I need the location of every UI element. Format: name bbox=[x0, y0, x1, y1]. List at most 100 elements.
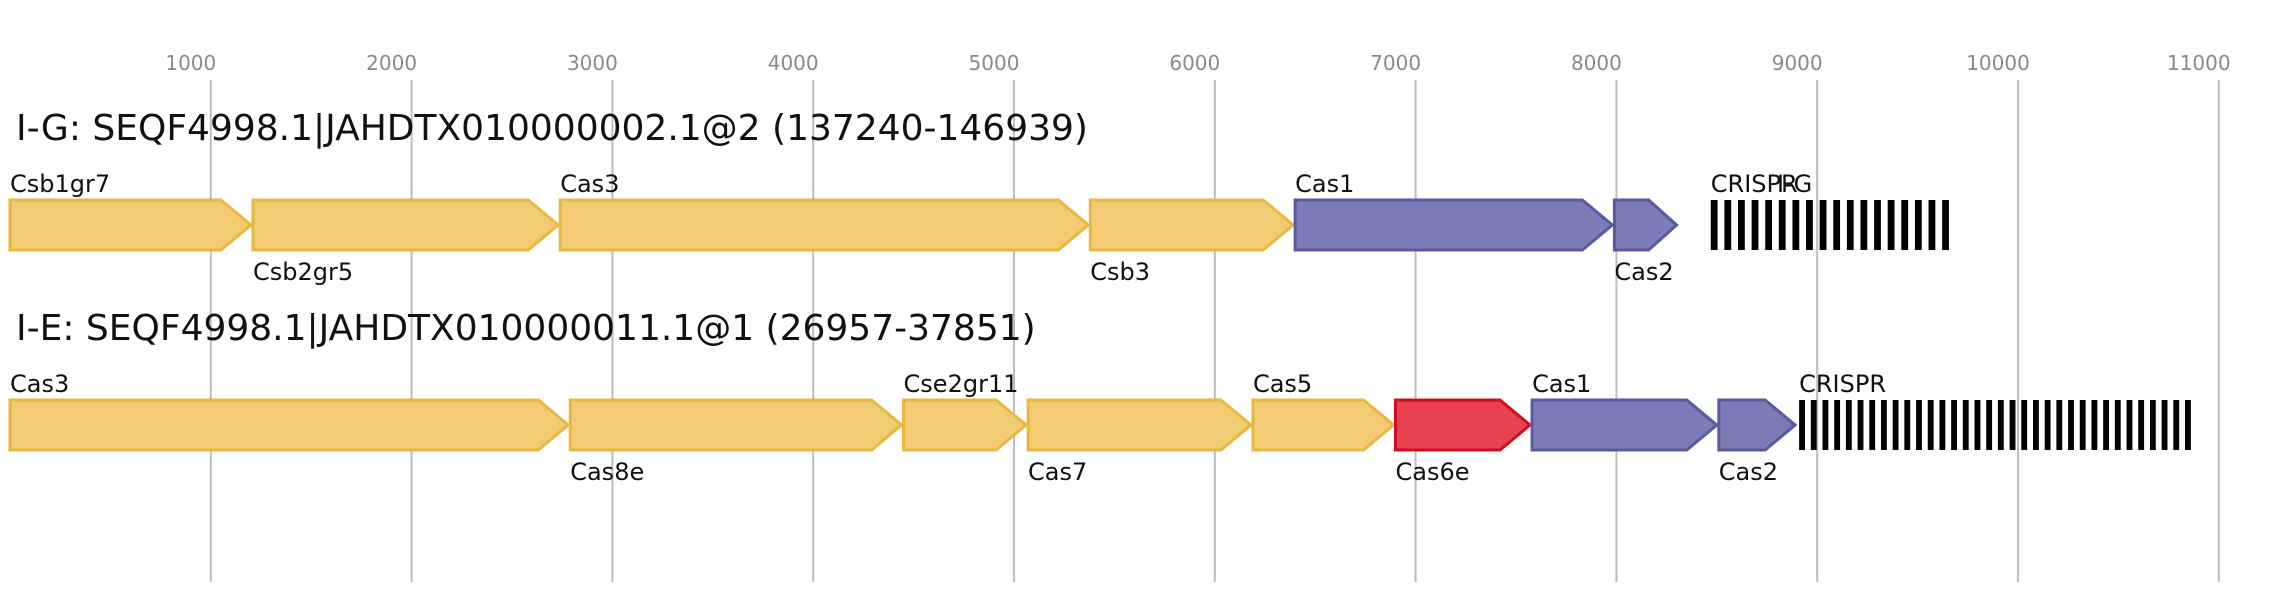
gene-label: Cas3 bbox=[10, 370, 69, 398]
gene-arrow bbox=[251, 198, 561, 252]
crispr-repeat bbox=[1822, 400, 1829, 450]
gene-arrow bbox=[1251, 398, 1396, 452]
crispr-repeat bbox=[1974, 400, 1981, 450]
crispr-repeat bbox=[1857, 400, 1864, 450]
crispr-repeat bbox=[1710, 200, 1718, 250]
grid-lines bbox=[209, 80, 2220, 582]
track: I-E: SEQF4998.1|JAHDTX010000011.1@1 (269… bbox=[8, 308, 2191, 486]
crispr-repeat bbox=[1751, 200, 1759, 250]
crispr-repeat bbox=[1927, 400, 1934, 450]
gene-label: Cas1 bbox=[1532, 370, 1591, 398]
crispr-repeat bbox=[1810, 400, 1817, 450]
crispr-repeat bbox=[1942, 200, 1949, 250]
gene-arrow bbox=[902, 398, 1029, 452]
gene-label: Cas2 bbox=[1614, 258, 1673, 286]
crispr-repeat bbox=[2091, 400, 2098, 450]
crispr-repeat bbox=[1792, 200, 1800, 250]
crispr-repeat bbox=[2068, 400, 2074, 450]
gene-label: Cas6e bbox=[1396, 458, 1470, 486]
gene-label: Cas5 bbox=[1253, 370, 1312, 398]
gene-label: Cas7 bbox=[1028, 458, 1087, 486]
crispr-repeat bbox=[1928, 200, 1936, 250]
track: I-G: SEQF4998.1|JAHDTX010000002.1@2 (137… bbox=[8, 108, 1949, 286]
crispr-repeat bbox=[1765, 200, 1773, 250]
crispr-repeat bbox=[1939, 400, 1946, 450]
crispr-repeat bbox=[1869, 400, 1876, 450]
tick-label: 6000 bbox=[1169, 51, 1220, 75]
tick-label: 7000 bbox=[1370, 51, 1421, 75]
crispr-repeat bbox=[1846, 200, 1854, 250]
track-title: I-E: SEQF4998.1|JAHDTX010000011.1@1 (269… bbox=[16, 308, 1036, 349]
gene-arrow bbox=[1088, 198, 1296, 252]
crispr-repeat bbox=[1880, 400, 1887, 450]
crispr-repeat bbox=[1819, 200, 1827, 250]
gene-arrow bbox=[8, 398, 571, 452]
tick-label: 1000 bbox=[165, 51, 216, 75]
gene-arrow bbox=[1026, 398, 1254, 452]
tick-label: 2000 bbox=[366, 51, 417, 75]
crispr-label: CRISPR bbox=[1711, 170, 1798, 198]
crispr-repeat bbox=[1860, 200, 1868, 250]
crispr-repeat bbox=[1833, 200, 1841, 250]
crispr-repeat bbox=[1901, 200, 1909, 250]
gene-arrow bbox=[568, 398, 904, 452]
crispr-repeat bbox=[2149, 400, 2156, 450]
crispr-repeat bbox=[1904, 400, 1911, 450]
tick-label: 11000 bbox=[2167, 51, 2231, 75]
gene-arrow bbox=[1612, 198, 1679, 252]
track-title: I-G: SEQF4998.1|JAHDTX010000002.1@2 (137… bbox=[16, 108, 1088, 149]
gene-label: Cas8e bbox=[570, 458, 644, 486]
gene-arrow bbox=[1530, 398, 1720, 452]
crispr-repeat bbox=[2138, 400, 2145, 450]
gene-label: Csb2gr5 bbox=[253, 258, 353, 286]
crispr-repeat bbox=[2114, 400, 2121, 450]
crispr-repeat bbox=[2044, 400, 2051, 450]
crispr-repeat bbox=[1951, 400, 1957, 450]
crispr-repeat bbox=[1778, 200, 1786, 250]
crispr-repeat bbox=[2021, 400, 2028, 450]
tick-label: 3000 bbox=[567, 51, 618, 75]
tracks: I-G: SEQF4998.1|JAHDTX010000002.1@2 (137… bbox=[8, 108, 2191, 486]
gene-arrow bbox=[558, 198, 1091, 252]
extra-label: I-G bbox=[1777, 170, 1812, 198]
crispr-repeat bbox=[2009, 400, 2016, 450]
gene-label: Cse2gr11 bbox=[904, 370, 1019, 398]
crispr-repeat bbox=[1799, 400, 1805, 450]
gene-label: Cas3 bbox=[560, 170, 619, 198]
crispr-repeat bbox=[1892, 400, 1899, 450]
gene-label: Csb3 bbox=[1090, 258, 1150, 286]
crispr-repeat bbox=[1916, 400, 1922, 450]
crispr-repeat bbox=[1737, 200, 1745, 250]
gene-label: Cas1 bbox=[1295, 170, 1354, 198]
crispr-repeat bbox=[1914, 200, 1922, 250]
gene-arrow bbox=[8, 198, 254, 252]
crispr-repeat bbox=[1845, 400, 1852, 450]
crispr-repeat bbox=[2126, 400, 2133, 450]
tick-label: 8000 bbox=[1571, 51, 1622, 75]
tick-label: 5000 bbox=[969, 51, 1020, 75]
gene-label: Csb1gr7 bbox=[10, 170, 110, 198]
crispr-repeat bbox=[2056, 400, 2063, 450]
gene-arrow bbox=[1717, 398, 1798, 452]
gene-label: Cas2 bbox=[1719, 458, 1778, 486]
gene-arrow bbox=[1293, 198, 1615, 252]
crispr-repeat bbox=[1806, 200, 1813, 250]
crispr-repeat bbox=[2173, 400, 2180, 450]
crispr-repeat bbox=[1986, 400, 1993, 450]
crispr-repeat bbox=[1887, 200, 1895, 250]
crispr-repeat bbox=[2033, 400, 2039, 450]
crispr-repeat bbox=[2079, 400, 2086, 450]
gene-arrow bbox=[1394, 398, 1533, 452]
crispr-repeat bbox=[1724, 200, 1732, 250]
crispr-repeat bbox=[1962, 400, 1969, 450]
crispr-repeat bbox=[2103, 400, 2110, 450]
tick-label: 9000 bbox=[1772, 51, 1823, 75]
crispr-repeat bbox=[2161, 400, 2168, 450]
crispr-repeat bbox=[2185, 400, 2191, 450]
axis-ticks: 1000 2000 3000 4000 5000 6000 7000 8000 9000 1000… bbox=[165, 51, 2230, 75]
tick-label: 10000 bbox=[1966, 51, 2030, 75]
crispr-repeat bbox=[1834, 400, 1841, 450]
tick-label: 4000 bbox=[768, 51, 819, 75]
crispr-repeat bbox=[1997, 400, 2004, 450]
